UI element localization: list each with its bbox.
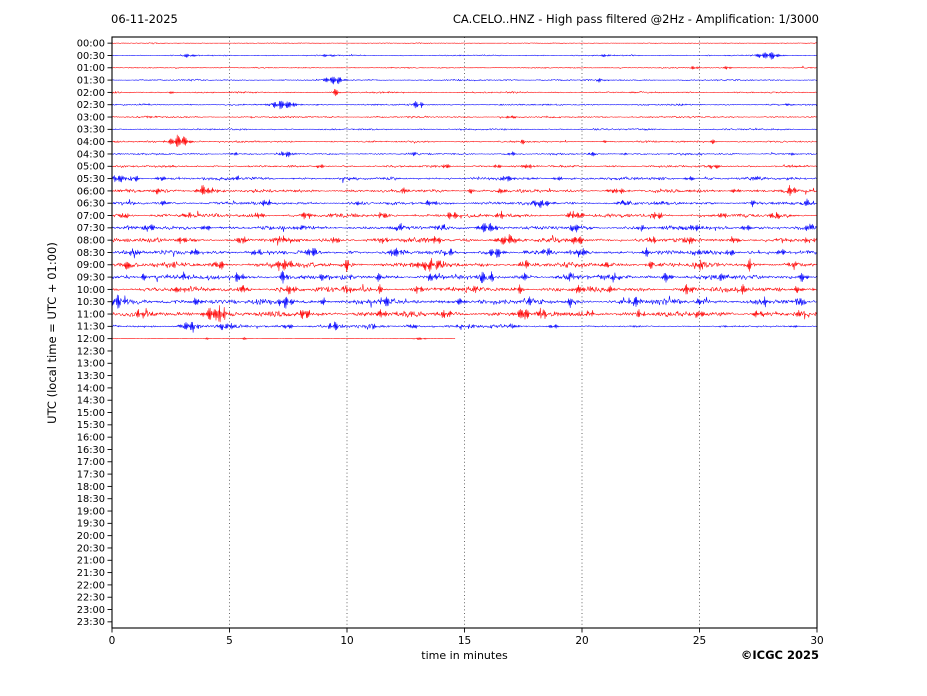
y-tick-label: 07:30 <box>77 223 105 234</box>
seismogram-trace-0430 <box>111 151 818 158</box>
y-tick-label: 20:00 <box>77 531 105 542</box>
y-tick-label: 08:30 <box>77 248 105 259</box>
seismogram-trace-0400 <box>111 134 818 147</box>
seismogram-trace-0130 <box>111 76 818 85</box>
seismogram-trace-1200 <box>111 336 456 340</box>
seismogram-trace-1130 <box>111 321 818 333</box>
y-tick-label: 16:00 <box>77 433 105 444</box>
y-tick-label: 18:00 <box>77 482 105 493</box>
seismogram-trace-0830 <box>111 247 818 259</box>
seismogram-trace-0530 <box>111 175 817 184</box>
y-tick-label: 00:00 <box>77 39 105 50</box>
seismogram-trace-0800 <box>112 234 818 246</box>
y-tick-label: 19:00 <box>77 506 105 517</box>
y-tick-label: 23:30 <box>77 617 105 628</box>
seismogram-trace-1000 <box>111 283 818 295</box>
y-tick-label: 11:00 <box>77 309 105 320</box>
copyright-label: ©ICGC 2025 <box>740 648 819 662</box>
y-tick-label: 05:00 <box>77 162 105 173</box>
seismogram-trace-1030 <box>111 294 817 309</box>
y-tick-label: 04:00 <box>77 137 105 148</box>
y-tick-label: 15:30 <box>77 420 105 431</box>
x-tick-label: 0 <box>109 635 116 647</box>
y-tick-label: 01:00 <box>77 63 105 74</box>
y-tick-label: 21:30 <box>77 568 105 579</box>
y-tick-label: 20:30 <box>77 543 105 554</box>
x-tick-label: 20 <box>575 635 588 647</box>
date-title: 06-11-2025 <box>111 12 178 26</box>
y-tick-label: 08:00 <box>77 236 105 247</box>
y-tick-label: 15:00 <box>77 408 105 419</box>
y-tick-label: 03:00 <box>77 112 105 123</box>
y-axis-label: UTC (local time = UTC + 01:00) <box>45 242 59 424</box>
seismogram-trace-0000 <box>111 42 818 45</box>
y-tick-label: 06:30 <box>77 199 105 210</box>
y-tick-label: 02:00 <box>77 88 105 99</box>
seismogram-trace-0900 <box>111 257 818 272</box>
seismogram-trace-0200 <box>111 88 817 97</box>
x-tick-label: 5 <box>226 635 233 647</box>
y-tick-label: 02:30 <box>77 100 105 111</box>
y-tick-label: 16:30 <box>77 445 105 456</box>
y-tick-label: 17:00 <box>77 457 105 468</box>
y-tick-label: 09:00 <box>77 260 105 271</box>
y-tick-label: 13:30 <box>77 371 105 382</box>
y-tick-label: 01:30 <box>77 75 105 86</box>
seismogram-trace-0030 <box>111 52 818 60</box>
seismogram-trace-0600 <box>111 184 818 196</box>
x-tick-label: 25 <box>693 635 706 647</box>
y-tick-label: 09:30 <box>77 272 105 283</box>
seismogram-trace-0700 <box>111 210 818 220</box>
y-tick-label: 13:00 <box>77 359 105 370</box>
y-tick-label: 17:30 <box>77 469 105 480</box>
y-tick-label: 21:00 <box>77 556 105 567</box>
y-tick-label: 12:30 <box>77 346 105 357</box>
y-tick-label: 19:30 <box>77 519 105 530</box>
y-tick-label: 04:30 <box>77 149 105 160</box>
y-tick-label: 18:30 <box>77 494 105 505</box>
seismogram-trace-1100 <box>112 305 818 323</box>
y-tick-label: 00:30 <box>77 51 105 62</box>
x-tick-label: 30 <box>810 635 823 647</box>
y-tick-label: 14:00 <box>77 383 105 394</box>
seismogram-trace-0330 <box>111 127 818 131</box>
y-tick-label: 12:00 <box>77 334 105 345</box>
seismogram-trace-0100 <box>111 65 818 70</box>
x-tick-label: 10 <box>340 635 353 647</box>
y-tick-label: 06:00 <box>77 186 105 197</box>
plot-title: CA.CELO..HNZ - High pass filtered @2Hz -… <box>452 12 819 26</box>
seismogram-trace-0230 <box>111 100 818 110</box>
y-tick-label: 07:00 <box>77 211 105 222</box>
seismogram-trace-0500 <box>111 164 818 170</box>
y-tick-label: 10:00 <box>77 285 105 296</box>
y-tick-label: 22:30 <box>77 593 105 604</box>
y-tick-label: 03:30 <box>77 125 105 136</box>
seismogram-trace-0730 <box>111 222 818 233</box>
x-axis-label: time in minutes <box>421 649 508 662</box>
y-tick-label: 05:30 <box>77 174 105 185</box>
seismogram-trace-0630 <box>111 198 818 209</box>
x-tick-label: 15 <box>458 635 471 647</box>
y-tick-label: 11:30 <box>77 322 105 333</box>
y-tick-label: 10:30 <box>77 297 105 308</box>
y-tick-label: 23:00 <box>77 605 105 616</box>
y-tick-label: 14:30 <box>77 396 105 407</box>
y-tick-label: 22:00 <box>77 580 105 591</box>
seismogram-trace-0300 <box>111 115 818 119</box>
seismogram-trace-0930 <box>111 270 818 284</box>
